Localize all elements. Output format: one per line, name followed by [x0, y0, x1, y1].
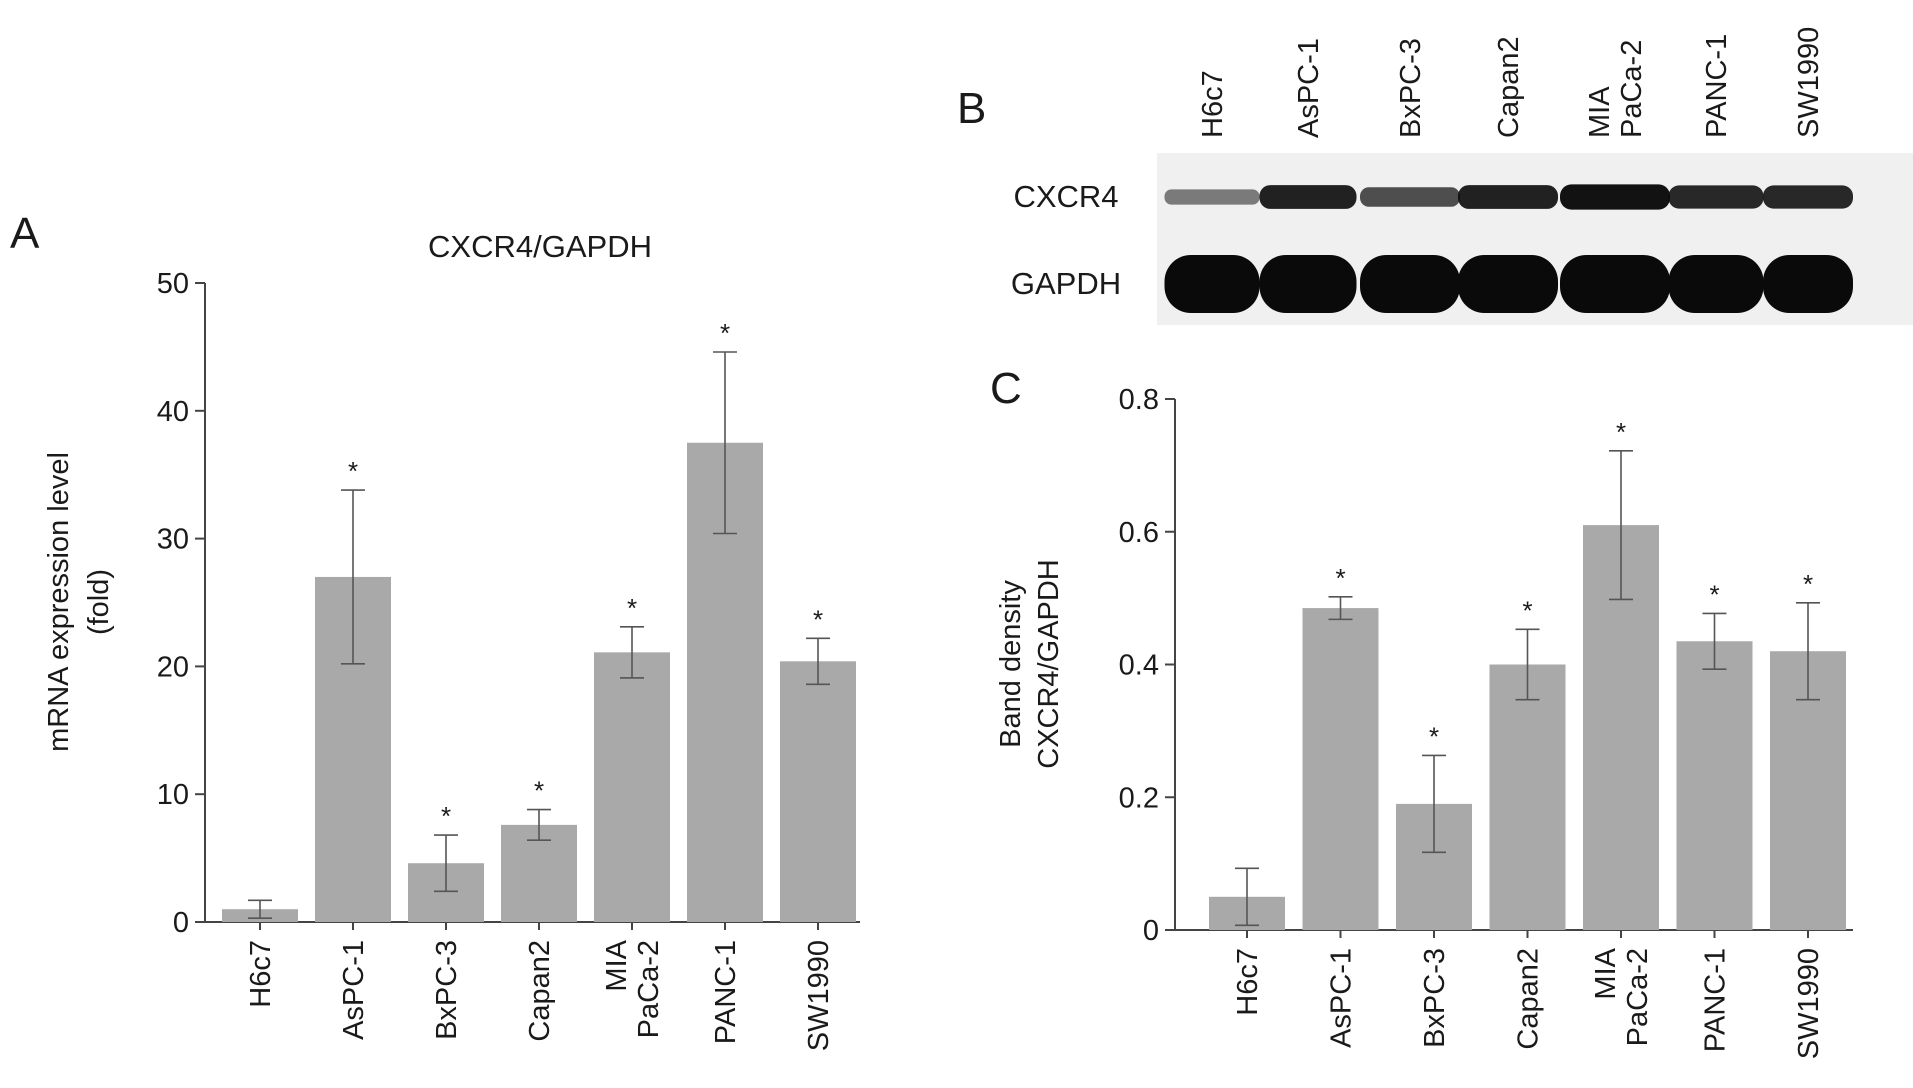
- x-tick-label: H6c7: [1232, 948, 1264, 1016]
- chart-c-x-tick-labels: H6c7 AsPC-1 BxPC-3 Capan2 MIA PaCa-2 PANC-1 SW1…: [1232, 947, 1825, 1059]
- blot-lane-label: PaCa-2: [1616, 40, 1648, 138]
- chart-a-x-tick-labels: H6c7 AsPC-1 BxPC-3 Capan2 MIA PaCa-2 PANC-1 SW1…: [245, 939, 835, 1051]
- y-axis-label-line: (fold): [83, 569, 115, 635]
- significance-marker: *: [720, 318, 730, 348]
- blot-band: [1560, 255, 1670, 313]
- x-tick-label: PaCa-2: [1622, 948, 1654, 1046]
- y-tick-label: 0: [1143, 915, 1159, 947]
- significance-marker: *: [534, 776, 544, 806]
- y-tick-label: 40: [157, 396, 189, 428]
- y-tick-label: 30: [157, 524, 189, 556]
- y-tick-label: 20: [157, 651, 189, 683]
- blot-lane-label: H6c7: [1197, 70, 1229, 138]
- x-tick-label: MIA: [1590, 947, 1622, 999]
- panel-a-letter: A: [10, 209, 40, 258]
- panel-b-letter: B: [957, 84, 986, 133]
- blot-band: [1458, 185, 1558, 209]
- x-tick-label: H6c7: [245, 940, 277, 1008]
- significance-marker: *: [1522, 595, 1532, 625]
- y-tick-label: 0.4: [1119, 650, 1159, 682]
- blot-lane-label: Capan2: [1493, 36, 1525, 138]
- blot-lane-label: PANC-1: [1701, 34, 1733, 138]
- x-tick-label: PANC-1: [1700, 948, 1732, 1052]
- panel-c-letter: C: [990, 364, 1022, 413]
- blot-lane-label: MIA: [1584, 86, 1616, 138]
- bar: [1489, 664, 1566, 930]
- blot-band: [1763, 255, 1853, 313]
- y-axis-label-line: mRNA expression level: [43, 452, 75, 752]
- blot-rows: CXCR4 GAPDH: [1011, 179, 1853, 313]
- blot-band: [1164, 189, 1260, 205]
- chart-a-axes: 0 10 20 30 40 50: [157, 268, 860, 939]
- chart-a-title: CXCR4/GAPDH: [428, 229, 652, 264]
- x-tick-label: AsPC-1: [1326, 948, 1358, 1048]
- x-tick-label: SW1990: [1793, 948, 1825, 1059]
- blot-band: [1259, 185, 1357, 209]
- x-tick-label: Capan2: [1513, 948, 1545, 1050]
- blot-band: [1164, 255, 1260, 313]
- blot-row-label: GAPDH: [1011, 266, 1121, 301]
- y-tick-label: 0.8: [1119, 384, 1159, 416]
- y-axis-label-line: CXCR4/GAPDH: [1033, 559, 1065, 769]
- significance-marker: *: [1803, 569, 1813, 599]
- blot-band: [1458, 255, 1558, 313]
- blot-band: [1360, 255, 1460, 313]
- y-tick-label: 0.2: [1119, 782, 1159, 814]
- x-tick-label: PaCa-2: [633, 940, 665, 1038]
- bar: [501, 824, 577, 922]
- panel-b-western-blot: B H6c7 AsPC-1 BxPC-3 Capan2 MIA PaCa-2 PANC-1 S…: [957, 27, 1913, 325]
- panel-c-chart: C Band density CXCR4/GAPDH 00.20.40.60.8 …: [990, 364, 1853, 1059]
- y-axis-label-line: Band density: [995, 580, 1027, 748]
- bar: [1302, 608, 1379, 930]
- significance-marker: *: [813, 604, 823, 634]
- significance-marker: *: [1335, 563, 1345, 593]
- chart-a-y-axis-label: mRNA expression level (fold): [43, 452, 115, 752]
- chart-c-y-axis-label: Band density CXCR4/GAPDH: [995, 559, 1065, 769]
- blot-lane-label: SW1990: [1793, 27, 1825, 138]
- x-tick-label: BxPC-3: [1419, 948, 1451, 1048]
- x-tick-label: Capan2: [524, 940, 556, 1042]
- significance-marker: *: [627, 593, 637, 623]
- blot-band: [1668, 255, 1764, 313]
- blot-band: [1360, 187, 1460, 207]
- significance-marker: *: [1709, 579, 1719, 609]
- blot-row-label: CXCR4: [1013, 179, 1118, 214]
- y-tick-label: 0.6: [1119, 517, 1159, 549]
- significance-marker: *: [1616, 417, 1626, 447]
- x-tick-label: SW1990: [803, 940, 835, 1051]
- chart-c-bars: * * * * * *: [1209, 417, 1846, 930]
- blot-band: [1763, 185, 1853, 209]
- x-tick-label: BxPC-3: [431, 940, 463, 1040]
- y-tick-label: 10: [157, 779, 189, 811]
- blot-band: [1560, 184, 1670, 210]
- blot-lane-label: AsPC-1: [1293, 38, 1325, 138]
- blot-lane-label: BxPC-3: [1395, 38, 1427, 138]
- significance-marker: *: [1429, 721, 1439, 751]
- blot-band: [1668, 185, 1764, 209]
- blot-lane-labels: H6c7 AsPC-1 BxPC-3 Capan2 MIA PaCa-2 PANC-1 SW1…: [1197, 27, 1825, 138]
- bar: [594, 652, 670, 922]
- y-tick-label: 50: [157, 268, 189, 300]
- significance-marker: *: [441, 801, 451, 831]
- bar: [780, 661, 856, 922]
- blot-band: [1259, 255, 1357, 313]
- panel-a-chart: A CXCR4/GAPDH mRNA expression level (fold…: [10, 209, 860, 1051]
- x-tick-label: AsPC-1: [338, 940, 370, 1040]
- chart-a-bars: * * * * * *: [222, 318, 856, 922]
- y-tick-label: 0: [173, 907, 189, 939]
- x-tick-label: MIA: [601, 939, 633, 991]
- significance-marker: *: [348, 456, 358, 486]
- bar: [1676, 641, 1753, 930]
- x-tick-label: PANC-1: [710, 940, 742, 1044]
